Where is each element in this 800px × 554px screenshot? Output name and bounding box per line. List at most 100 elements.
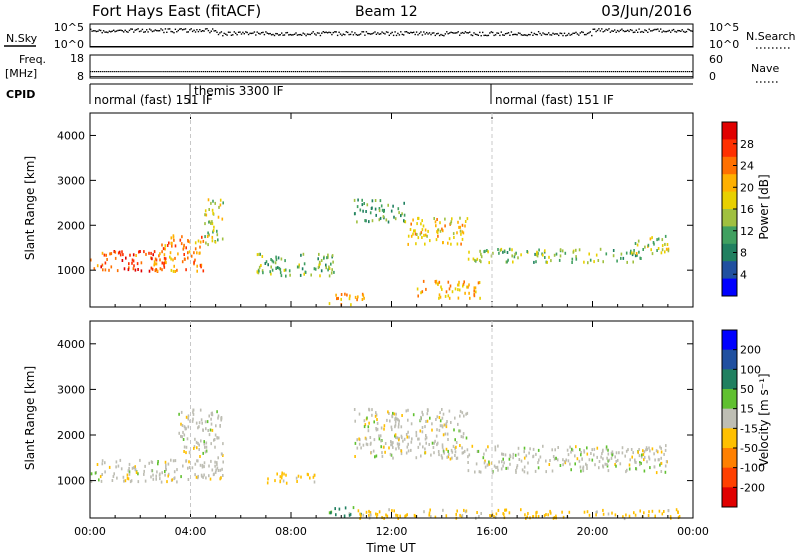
velocity-cell: [438, 453, 440, 457]
velocity-cell: [192, 408, 195, 412]
velocity-cell: [467, 461, 469, 464]
power-cell: [260, 264, 262, 267]
nsky-point: [345, 31, 347, 33]
power-cell: [161, 261, 164, 265]
power-cell: [616, 259, 618, 263]
freq-point: [375, 71, 377, 73]
velocity-cell: [634, 458, 636, 462]
freq-unit: [MHz]: [5, 67, 37, 80]
nsky-point: [390, 32, 392, 35]
velocity-cell: [210, 412, 213, 416]
velocity-cell: [205, 476, 207, 480]
nsky-point: [358, 34, 360, 36]
velocity-cell: [562, 463, 564, 467]
nsky-point: [153, 30, 155, 32]
power-cell: [211, 208, 214, 212]
nsky-point: [576, 33, 579, 35]
freq-point: [566, 71, 568, 73]
velocity-cell: [478, 470, 481, 474]
colorbar-tick-label: -200: [740, 481, 765, 494]
nsky-point: [477, 34, 479, 36]
velocity-cell: [380, 426, 383, 430]
velocity-cell: [535, 514, 537, 518]
velocity-cell: [665, 444, 667, 448]
time-axis-label: Time UT: [365, 541, 416, 554]
velocity-cell: [398, 419, 400, 423]
velocity-cell: [90, 472, 93, 476]
power-cell: [452, 232, 455, 236]
nsky-point: [540, 34, 543, 36]
nsky-point: [226, 34, 228, 36]
freq-point: [546, 71, 548, 73]
velocity-cell: [213, 438, 216, 441]
velocity-cell: [101, 473, 103, 476]
nsky-point: [525, 34, 527, 36]
velocity-cell: [100, 479, 103, 483]
velocity-cell: [532, 454, 535, 458]
velocity-cell: [419, 429, 422, 433]
velocity-cell: [194, 473, 196, 477]
freq-point: [431, 71, 434, 73]
power-cell: [365, 219, 367, 223]
velocity-cell: [195, 475, 198, 479]
velocity-cell: [406, 513, 408, 517]
velocity-cell: [574, 462, 576, 466]
velocity-cell: [101, 459, 104, 463]
velocity-cell: [362, 443, 365, 447]
velocity-cell: [602, 465, 605, 469]
velocity-cell: [645, 448, 647, 452]
velocity-cell: [405, 451, 408, 455]
freq-point: [624, 71, 627, 73]
nsky-point: [401, 33, 403, 36]
power-cell: [564, 251, 567, 255]
nsky-point: [326, 32, 329, 34]
power-cell: [479, 296, 481, 300]
power-cell: [514, 252, 516, 256]
nsky-point: [658, 30, 660, 32]
nsky-point: [352, 34, 355, 36]
nsky-point: [354, 32, 356, 34]
velocity-cell: [365, 437, 368, 441]
nsky-point: [592, 28, 594, 30]
power-cell: [177, 252, 179, 256]
freq-point: [180, 71, 182, 73]
nsky-point: [543, 33, 546, 35]
velocity-cell: [447, 438, 449, 441]
power-cell: [398, 211, 400, 215]
power-cell: [279, 268, 282, 272]
nsky-point: [506, 32, 508, 35]
freq-point: [188, 71, 190, 73]
freq-point: [311, 71, 313, 73]
velocity-cell: [527, 461, 529, 465]
power-cell: [466, 285, 468, 289]
velocity-cell: [369, 436, 372, 439]
power-cell: [164, 247, 166, 251]
velocity-cell: [455, 456, 458, 460]
power-cell: [441, 227, 443, 231]
power-cell: [435, 238, 438, 242]
power-cell: [356, 220, 358, 224]
velocity-cell: [399, 514, 401, 518]
freq-point: [540, 71, 542, 73]
nsky-point: [591, 34, 593, 37]
nsky-point: [148, 28, 151, 30]
nsky-point: [500, 31, 502, 33]
velocity-cell: [494, 445, 497, 449]
velocity-cell: [669, 515, 672, 519]
power-cell: [421, 228, 424, 232]
nave-trace: [90, 76, 693, 77]
power-cell: [374, 199, 377, 202]
power-cell: [444, 224, 446, 228]
velocity-cell: [384, 450, 386, 454]
velocity-cell: [205, 427, 207, 431]
power-cell: [221, 217, 224, 221]
velocity-cell: [495, 466, 497, 469]
nsky-point: [644, 29, 646, 31]
freq-point: [315, 71, 317, 73]
power-cell: [317, 266, 320, 270]
velocity-cell: [198, 448, 200, 451]
power-cell: [467, 285, 469, 289]
velocity-cell: [183, 445, 186, 449]
velocity-cell: [459, 414, 461, 418]
power-cell: [164, 244, 167, 248]
